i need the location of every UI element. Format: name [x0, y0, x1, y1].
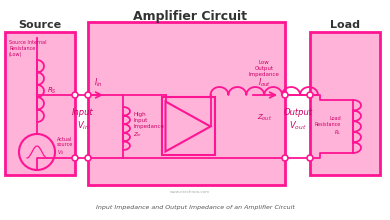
Text: Source Internal
Resistance
(Low): Source Internal Resistance (Low) [9, 40, 46, 57]
Circle shape [307, 155, 313, 161]
Text: www.etechnoa.com: www.etechnoa.com [170, 190, 210, 194]
Text: Load
Resistance
$R_L$: Load Resistance $R_L$ [315, 116, 341, 137]
FancyBboxPatch shape [162, 97, 215, 156]
Text: Output
$V_{out}$: Output $V_{out}$ [284, 108, 312, 132]
Text: High
Input
Impedance
$Z_{in}$: High Input Impedance $Z_{in}$ [133, 112, 164, 139]
FancyBboxPatch shape [310, 32, 380, 175]
Text: $I_{out}$: $I_{out}$ [259, 77, 271, 89]
Text: Low
Output
Impedance: Low Output Impedance [249, 61, 280, 77]
Text: $I_{in}$: $I_{in}$ [94, 77, 103, 89]
Text: $R_S$: $R_S$ [47, 86, 57, 96]
Circle shape [85, 92, 91, 98]
FancyBboxPatch shape [88, 22, 285, 185]
Circle shape [85, 155, 91, 161]
Circle shape [282, 155, 288, 161]
Text: $Z_{out}$: $Z_{out}$ [257, 113, 272, 123]
Polygon shape [165, 101, 211, 152]
Circle shape [72, 92, 78, 98]
Text: Actual
source
$V_S$: Actual source $V_S$ [57, 137, 73, 158]
Circle shape [307, 92, 313, 98]
Text: Source: Source [18, 20, 62, 30]
Circle shape [19, 134, 55, 170]
Text: Input
$V_{in}$: Input $V_{in}$ [72, 108, 94, 132]
FancyBboxPatch shape [5, 32, 75, 175]
Text: Amplifier Circuit: Amplifier Circuit [133, 10, 247, 23]
Text: Input Impedance and Output Impedance of an Amplifier Circuit: Input Impedance and Output Impedance of … [96, 205, 294, 210]
Text: Load: Load [330, 20, 360, 30]
Circle shape [72, 155, 78, 161]
Circle shape [282, 92, 288, 98]
